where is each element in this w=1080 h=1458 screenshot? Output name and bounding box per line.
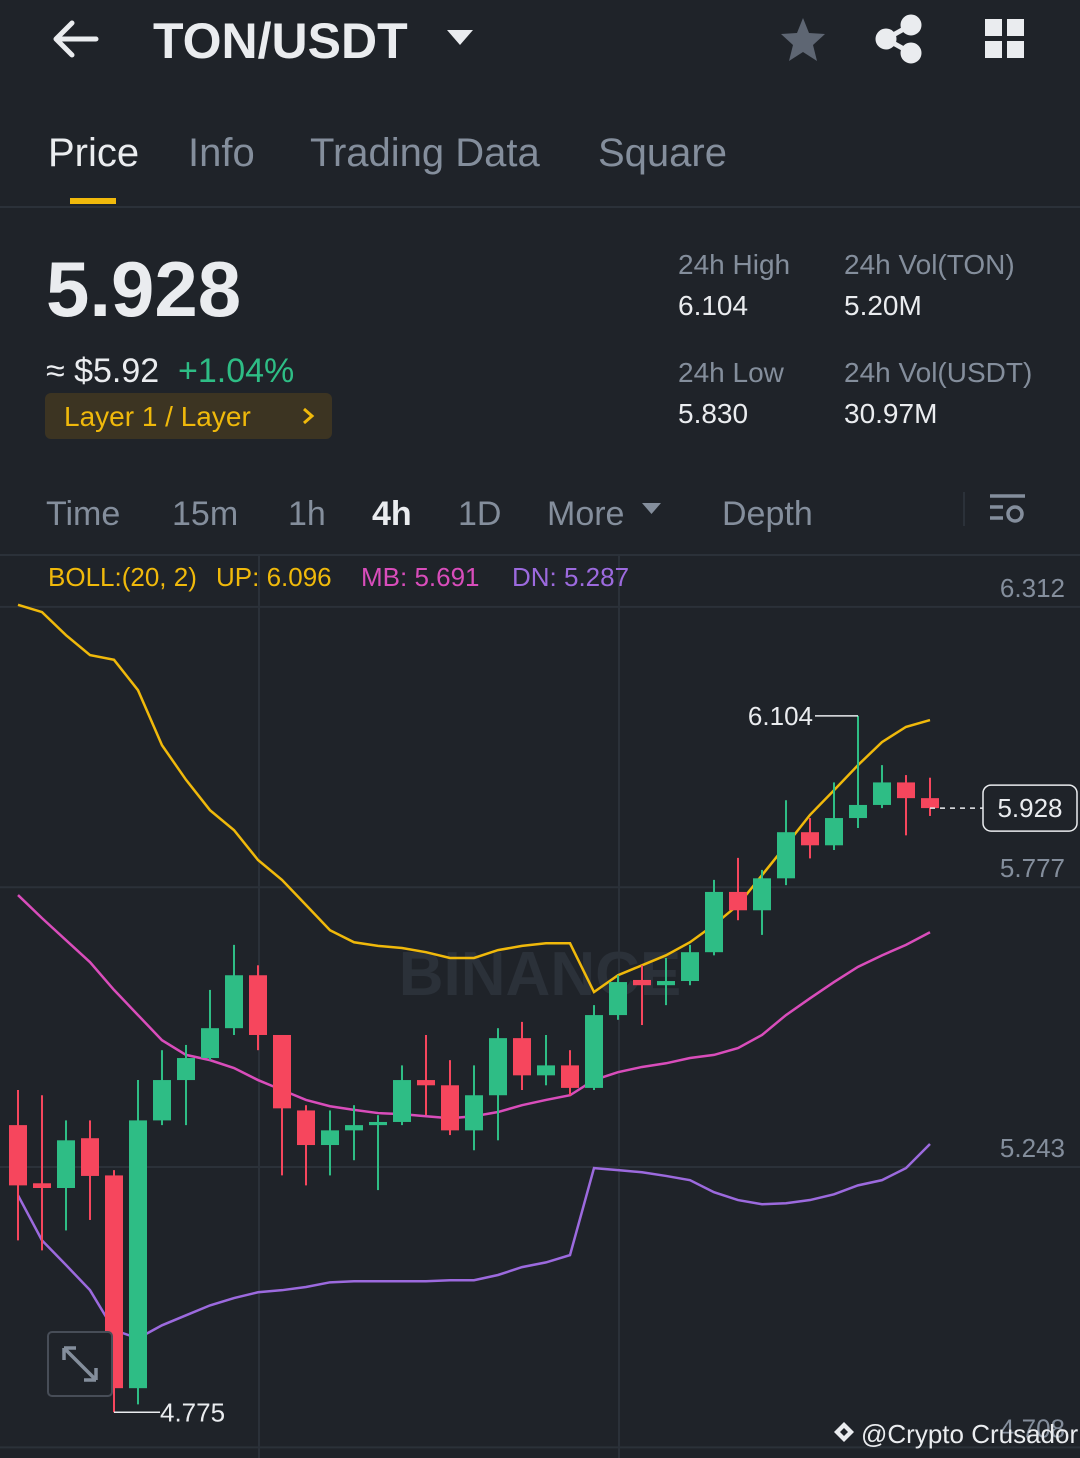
y-tick-label: 5.777 [1000, 853, 1065, 883]
candle-body [177, 1058, 195, 1081]
stat-label: 24h Vol(TON) [844, 249, 1015, 280]
pair-dropdown[interactable] [447, 30, 473, 45]
tag-chevron [303, 407, 315, 425]
interval[interactable]: Depth [722, 495, 813, 533]
y-tick-label: 4.708 [1000, 1413, 1065, 1443]
last-price: 5.928 [46, 245, 241, 333]
candle-body [393, 1080, 411, 1122]
stat-value: 6.104 [678, 290, 748, 321]
legend-entry: UP: 6.096 [216, 562, 332, 592]
candle-body [369, 1121, 387, 1126]
candle-body [225, 975, 243, 1029]
candle-body [873, 782, 891, 805]
tab-indicator [70, 198, 116, 204]
footer-logo [834, 1422, 854, 1442]
favorite-icon[interactable] [781, 18, 825, 61]
candle-body [417, 1080, 435, 1086]
candle-body [657, 981, 675, 986]
stat-value: 5.830 [678, 398, 748, 429]
tab[interactable]: Trading Data [310, 131, 541, 175]
tab[interactable]: Price [48, 131, 139, 175]
watermark: BINANCE [399, 940, 681, 1009]
candle-body [777, 832, 795, 879]
candle-body [249, 975, 267, 1035]
tab[interactable]: Square [598, 131, 727, 175]
legend-entry: DN: 5.287 [512, 562, 629, 592]
legend-entry: MB: 5.691 [361, 562, 480, 592]
candle-body [825, 818, 843, 846]
last-price-label: 5.928 [997, 793, 1062, 823]
max-marker: 6.104 [748, 701, 813, 731]
interval[interactable]: 1D [458, 495, 501, 533]
boll-line [16, 1143, 931, 1340]
share-icon[interactable] [875, 14, 922, 64]
grid-icon[interactable] [985, 19, 1024, 58]
candle-body [153, 1080, 171, 1121]
more-dropdown[interactable] [642, 503, 661, 514]
stat-label: 24h Vol(USDT) [844, 357, 1032, 388]
divider [0, 206, 1080, 208]
candle-body [273, 1034, 291, 1109]
candle-body [537, 1065, 555, 1076]
candle-body [801, 832, 819, 846]
stat-label: 24h Low [678, 357, 785, 388]
last-price-box [982, 784, 1078, 832]
candle-body [441, 1085, 459, 1131]
indicator-label: BOLL:(20, 2) [48, 562, 197, 592]
footer-watermark: @Crypto Crusador [861, 1419, 1078, 1449]
price-change: +1.04% [178, 352, 294, 390]
back-button[interactable] [53, 20, 99, 58]
candle-body [705, 891, 723, 953]
candle-body [57, 1140, 75, 1188]
fiat-price: ≈ $5.92 [46, 352, 159, 390]
interval[interactable]: 4h [372, 495, 412, 533]
candle-body [297, 1110, 315, 1146]
stat-value: 30.97M [844, 398, 937, 429]
candle-body [849, 804, 867, 819]
candle-body [513, 1038, 531, 1076]
tag-chip[interactable] [45, 393, 332, 439]
interval[interactable]: 1h [288, 495, 326, 533]
candle-body [9, 1125, 27, 1186]
min-marker: 4.775 [160, 1397, 225, 1427]
candle-body [753, 878, 771, 911]
divider [0, 554, 1080, 556]
candle-body [561, 1065, 579, 1088]
candle-body [681, 952, 699, 982]
candle-body [129, 1120, 147, 1389]
tab[interactable]: Info [188, 131, 255, 175]
tag-label[interactable]: Layer 1 / Layer [64, 401, 251, 432]
candle-body [585, 1015, 603, 1088]
candle-body [33, 1183, 51, 1188]
candle-body [81, 1138, 99, 1176]
stat-value: 5.20M [844, 290, 922, 321]
separator [963, 492, 965, 526]
expand-button[interactable] [47, 1331, 113, 1397]
interval[interactable]: More [547, 495, 624, 533]
interval[interactable]: Time [46, 495, 120, 533]
interval[interactable]: 15m [172, 495, 238, 533]
candle-body [609, 982, 627, 1016]
candle-body [201, 1028, 219, 1059]
candle-body [489, 1038, 507, 1096]
plot: 4.708 5.243 5.777 6.312 6.104 4.775 5.928 [0, 573, 1080, 1449]
candle-body [465, 1095, 483, 1131]
pair-title[interactable]: TON/USDT [153, 13, 408, 69]
y-tick-label: 5.243 [1000, 1133, 1065, 1163]
candle-body [897, 782, 915, 799]
stat-label: 24h High [678, 249, 790, 280]
candle-body [321, 1130, 339, 1146]
candle-body [921, 798, 939, 809]
candle-body [633, 979, 651, 986]
candle-body [345, 1125, 363, 1131]
candle-body [729, 891, 747, 911]
chart-settings-icon[interactable] [990, 494, 1025, 523]
y-tick-label: 6.312 [1000, 573, 1065, 603]
